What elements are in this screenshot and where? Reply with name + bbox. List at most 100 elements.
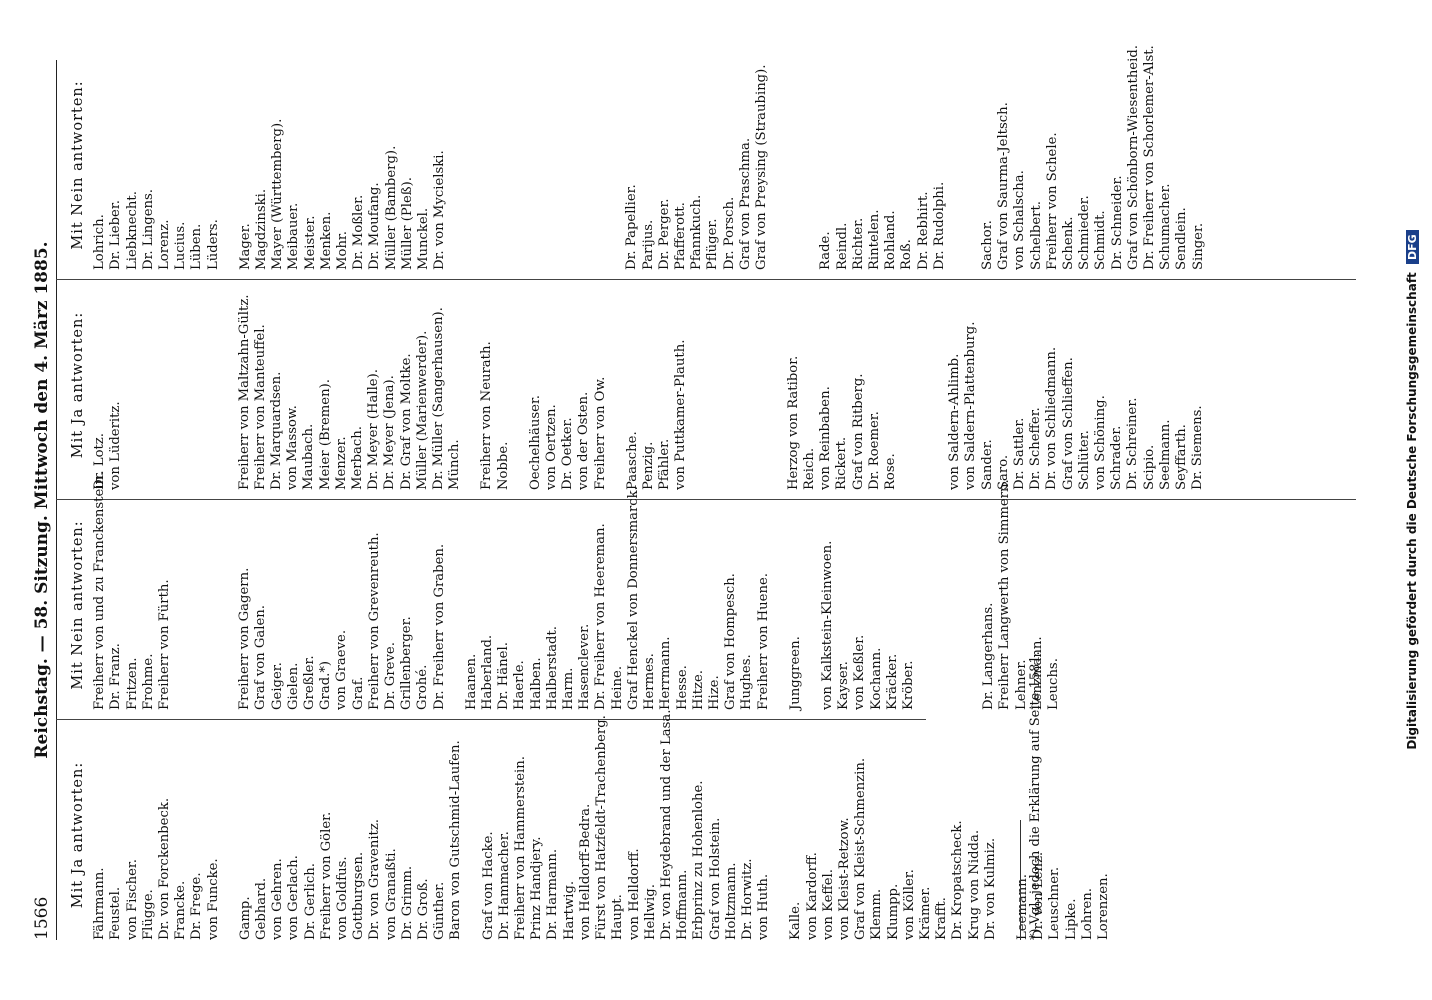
member-name: Dr. Marquardsen.	[269, 371, 285, 490]
member-name: von Helldorff.	[626, 848, 642, 940]
member-name: Grohé.	[415, 664, 431, 710]
column-heading: Mit Ja antworten:	[70, 311, 86, 459]
member-name: Dr. Harmann.	[545, 848, 561, 940]
funding-note: Digitalisierung gefördert durch die Deut…	[1405, 100, 1419, 880]
member-name: von Saldern-Ahlimb.	[947, 353, 963, 490]
member-name: Dr. Papellier.	[624, 184, 640, 270]
member-name: Meister.	[302, 215, 318, 270]
spacer	[738, 280, 754, 490]
member-name: Krämer.	[917, 886, 933, 940]
member-name: Dr. von Mycielski.	[432, 150, 448, 270]
member-name: von Funcke.	[205, 858, 221, 940]
member-name: Graf von Hompesch.	[723, 573, 739, 710]
member-name: von Helldorff-Bedra.	[577, 803, 593, 940]
member-name: Baron von Gutschmid-Laufen.	[448, 740, 464, 940]
member-name: Graf Henckel von Donnersmarck.	[625, 486, 641, 710]
member-name: Dr. Siemens.	[1190, 405, 1206, 490]
member-name: Rickert.	[834, 436, 850, 490]
column-heading: Mit Nein antworten:	[70, 520, 86, 690]
member-name: Schmidt.	[1093, 210, 1109, 270]
member-name: Klemm.	[869, 888, 885, 940]
member-name: Freiherr Langwerth von Simmern.	[997, 479, 1013, 710]
member-name: Dr. Rebhirt.	[915, 191, 931, 271]
member-name: Dr. Freiherr von Schorlemer-Alst.	[1141, 45, 1157, 270]
member-name: Grad.*)	[318, 660, 334, 710]
member-name: Hesse.	[674, 665, 690, 710]
spacer	[222, 730, 238, 940]
member-name: von Fischer.	[124, 859, 140, 940]
member-name: Fürst von Hatzfeldt-Trachenberg.	[594, 715, 610, 940]
spacer	[463, 280, 479, 490]
spacer	[964, 60, 980, 270]
member-name: Graf von Praschma.	[737, 137, 753, 270]
member-name: Lüders.	[205, 219, 221, 270]
member-name: Paasche.	[624, 431, 640, 490]
member-name: Haberland.	[480, 634, 496, 710]
spacer	[528, 60, 544, 270]
member-name: Magdzinski.	[254, 188, 270, 270]
member-name: Dr. Horwitz.	[739, 858, 755, 941]
member-name: Erbprinz zu Hohenlohe.	[691, 780, 707, 940]
column-heading: Mit Ja antworten:	[70, 761, 86, 909]
member-name: Dr. Lieber.	[108, 200, 124, 270]
member-name: von Kalkstein-Kleinwoen.	[819, 540, 835, 710]
spacer	[802, 60, 818, 270]
member-name: Dr. Hammacher.	[496, 831, 512, 940]
member-name: Oechelhäuser.	[527, 395, 543, 490]
member-name: von Saldern-Plattenburg.	[963, 321, 979, 490]
spacer	[512, 60, 528, 270]
member-name: Roß.	[899, 239, 915, 270]
spacer	[189, 280, 205, 490]
member-name: Hoffmann.	[675, 869, 691, 940]
member-name: von Kleist-Retzow.	[836, 817, 852, 940]
member-name: Dr. Lingens.	[140, 189, 156, 270]
member-name: Schrader.	[1109, 425, 1125, 490]
member-name: Freiherr von Manteuffel.	[252, 324, 268, 490]
spacer	[933, 500, 949, 710]
member-name: Reindl.	[834, 222, 850, 270]
spacer	[706, 280, 722, 490]
member-name: Haupt.	[610, 894, 626, 940]
member-name: Dr. Langerhans.	[981, 602, 997, 710]
member-name: Munckel.	[416, 207, 432, 270]
member-name: Rintelen.	[866, 209, 882, 270]
member-name: Geiger.	[269, 662, 285, 710]
member-name: Müller (Pleß).	[399, 177, 415, 270]
member-name: Holtzmann.	[723, 862, 739, 940]
spacer	[141, 280, 157, 490]
spacer	[609, 280, 625, 490]
name-column: Mit Nein antworten: Freiherr von und zu F…	[70, 471, 1062, 710]
member-name: Gottburgsen.	[351, 851, 367, 940]
member-name: Hartwig.	[561, 880, 577, 940]
member-name: Richter.	[850, 217, 866, 270]
member-name: Seelmann.	[1157, 419, 1173, 490]
member-name: Dr. von Forckenbeck.	[157, 797, 173, 940]
member-name: Frohme.	[140, 653, 156, 710]
spacer	[189, 500, 205, 710]
member-name: von Köller.	[901, 869, 917, 940]
member-name: Mager.	[237, 223, 253, 270]
member-name: Rose.	[882, 453, 898, 490]
member-name: Menken.	[318, 211, 334, 270]
member-name: von Massow.	[285, 405, 301, 490]
member-name: von Gehren.	[270, 858, 286, 940]
member-name: Dr. Franz.	[108, 643, 124, 710]
member-name: Dr. Gerlich.	[302, 863, 318, 940]
member-name: Dr. Müller (Sangerhausen).	[431, 307, 447, 490]
member-name: Lüben.	[189, 223, 205, 270]
member-name: Parijus.	[640, 219, 656, 270]
member-name: Reich.	[801, 447, 817, 490]
spacer	[999, 730, 1015, 940]
member-name: Mayer (Württemberg).	[270, 118, 286, 270]
member-name: Freiherr von Fürth.	[157, 579, 173, 710]
spacer	[722, 280, 738, 490]
header-title: Reichstag. — 58. Sitzung. Mittwoch den 4…	[32, 241, 52, 759]
member-name: Halben.	[528, 657, 544, 710]
member-name: Freiherr von Grevenreuth.	[366, 532, 382, 710]
footnote: *) Vgl. jedoch die Erklärung auf Seite 1…	[1028, 651, 1043, 940]
member-name: Scipio.	[1141, 444, 1157, 490]
spacer	[205, 500, 221, 710]
member-name: Kräcker.	[884, 653, 900, 710]
member-name: Hitze.	[690, 670, 706, 710]
member-name: Freiherr von und zu Franckenstein.	[92, 471, 108, 710]
